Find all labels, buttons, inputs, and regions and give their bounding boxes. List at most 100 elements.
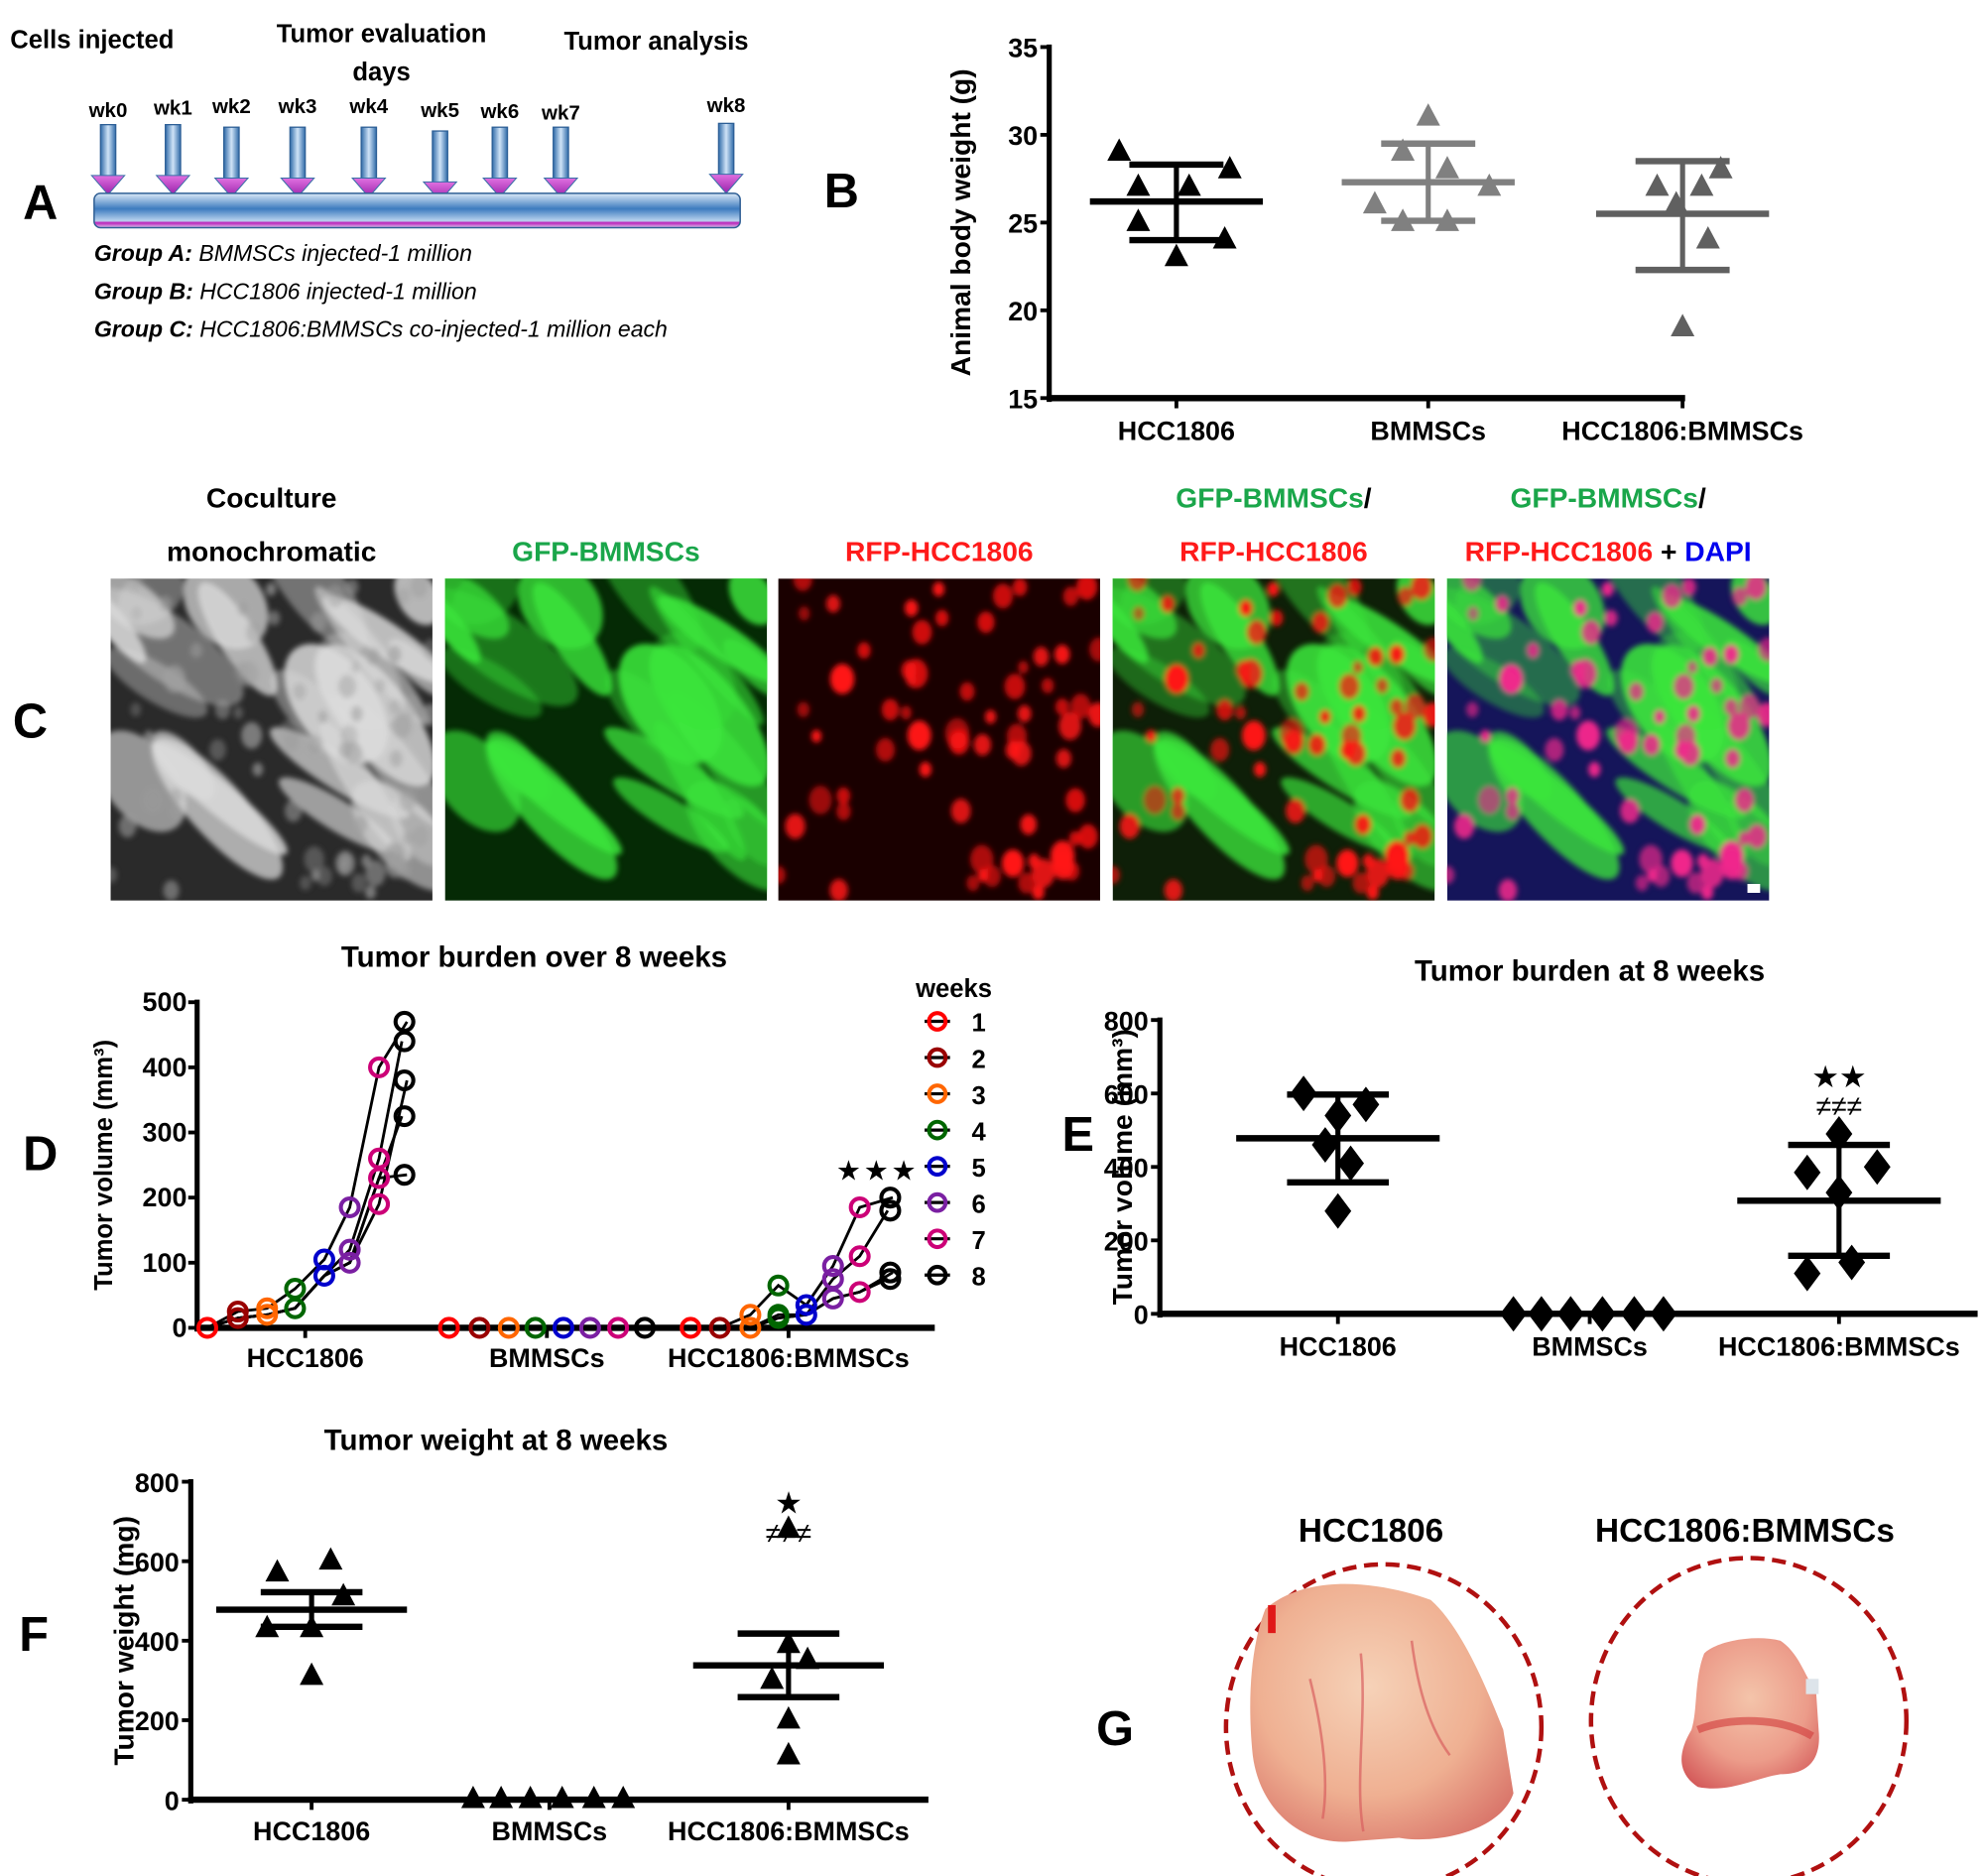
triangle-marker [1126,173,1151,196]
circle-marker [927,1191,948,1213]
circle-marker [256,1304,279,1326]
y-axis-label: Tumor volume (mm³) [1106,1029,1138,1305]
y-axis-label: Animal body weight (g) [944,68,976,376]
arrow-tip-icon [543,177,579,198]
triangle-marker [1177,173,1201,196]
chart-title: Tumor weight at 8 weeks [324,1425,669,1457]
triangle-marker [776,1630,801,1654]
series-HCC1806:BMMSCs [692,1515,885,1765]
circle-marker [927,1011,948,1032]
down-arrow-icon [165,123,182,180]
tumor-shape [1250,1583,1514,1842]
triangle-marker [760,1666,785,1689]
legend-entry-label: 5 [971,1155,985,1183]
tumor-label: HCC1806 [1299,1513,1443,1550]
y-tick-label: 200 [143,1183,187,1212]
circle-marker [524,1316,547,1339]
image-title: RFP-HCC1806 + DAPI [1465,535,1752,566]
week-label-wk5: wk5 [420,99,459,122]
triangle-marker [1391,208,1416,231]
x-category-label: HCC1806:BMMSCs [1718,1332,1960,1362]
panel-letter-f: F [19,1608,49,1662]
chart-title: Tumor burden at 8 weeks [1415,954,1765,987]
panel-letter-b: B [824,165,859,218]
triangle-marker [1212,225,1237,249]
triangle-marker [776,1515,801,1539]
panel-letter-a: A [23,177,58,230]
series-BMMSCs [1341,103,1515,231]
down-arrow-icon [223,126,240,182]
circle-marker [848,1195,871,1219]
circle-marker [848,1245,871,1268]
week-label-wk6: wk6 [479,100,519,123]
circle-marker [821,1255,844,1278]
dashed-circle [1223,1562,1545,1876]
micrograph-gray [110,578,433,901]
circle-marker [468,1316,491,1339]
series-BMMSCs [1500,1296,1677,1332]
series-HCC1806:BMMSCs [1737,1116,1941,1292]
circle-marker [927,1047,948,1068]
circle-marker [739,1304,762,1326]
circle-marker [879,1199,902,1222]
diamond-marker [1528,1296,1555,1332]
x-category-label: BMMSCs [489,1343,605,1373]
down-arrow-icon [717,122,735,178]
header-days: days [352,59,410,86]
arrow-tip-icon [280,177,315,198]
circle-marker [927,1119,948,1141]
down-arrow-icon [491,126,509,182]
circle-marker [795,1294,817,1316]
circle-marker [256,1297,279,1319]
y-tick-label: 800 [1104,1006,1149,1036]
y-tick-label: 800 [135,1468,180,1498]
circle-marker [927,1264,948,1286]
week-label-wk4: wk4 [348,95,388,118]
panel-e-tumor-volume-chart: E Tumor burden at 8 weeks 0 200 400 600 800Tum… [1062,954,1978,1362]
circle-marker [795,1304,817,1326]
week-label-wk8: wk8 [706,94,746,117]
diamond-marker [1290,1075,1317,1112]
y-tick-label: 30 [1008,121,1038,151]
triangle-marker [1664,190,1688,214]
significance-hashes: ≠≠≠ [766,1517,811,1549]
trajectory-line [206,1173,408,1329]
y-tick-label: 600 [1104,1079,1149,1109]
circle-marker [312,1264,335,1287]
y-tick-label: 20 [1008,297,1038,326]
trajectory-line [690,1277,889,1329]
panel-c-microscopy: C Coculture monochromatic GFP-BMMSCs RFP-HCC… [13,482,1770,901]
image-title: monochromatic [167,535,376,566]
down-arrow-icon [289,126,307,182]
diamond-marker [1620,1296,1648,1332]
triangle-marker [1391,138,1416,162]
micrograph-dapi [1446,578,1770,901]
y-tick-label: 400 [135,1627,180,1657]
circle-marker [393,1164,416,1187]
diamond-marker [1825,1175,1853,1211]
y-tick-label: 25 [1008,209,1038,239]
circle-marker [552,1316,574,1339]
panel-f-tumor-weight-chart: F Tumor weight at 8 weeks 0 200 400 600 800 Tum… [19,1425,929,1846]
chart-title: Tumor burden over 8 weeks [341,940,727,973]
triangle-marker [550,1785,574,1809]
week-label-wk7: wk7 [541,102,580,125]
y-tick-label: 200 [135,1706,180,1736]
arrow-tip-icon [708,174,744,194]
triangle-marker [1164,243,1188,267]
down-arrow-icon [432,130,448,186]
circle-marker [633,1316,657,1339]
triangle-marker [1671,313,1695,336]
significance-stars: ★ [775,1486,803,1521]
significance-hashes: ≠≠≠ [1816,1089,1862,1121]
micrograph-red [778,578,1100,901]
circle-marker [767,1274,790,1297]
group-description-0: Group A: BMMSCs injected-1 million [94,240,472,266]
legend-entry-label: 8 [971,1263,985,1291]
panel-letter-g: G [1096,1702,1134,1756]
group-description-2: Group C: HCC1806:BMMSCs co-injected-1 mi… [94,316,668,342]
image-title: GFP-BMMSCs/ [1176,482,1371,514]
circle-marker [368,1167,391,1189]
legend-entry-label: 2 [971,1046,985,1073]
